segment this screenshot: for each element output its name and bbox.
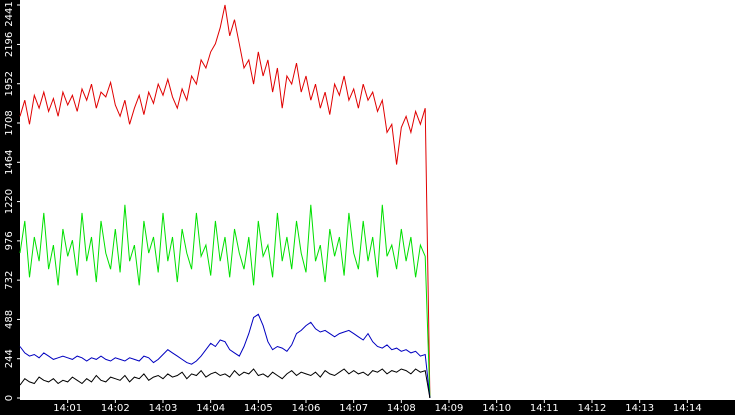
y-tick-label: 976 (4, 231, 15, 250)
x-tick-label: 14:03 (149, 403, 178, 414)
series-line (19, 313, 431, 399)
y-tick-label: 1464 (4, 150, 15, 175)
series-line (19, 368, 431, 399)
series-line (19, 204, 431, 399)
y-tick-label: 732 (4, 271, 15, 290)
x-axis-band (0, 400, 735, 415)
x-tick-label: 14:01 (53, 403, 82, 414)
x-tick-label: 14:07 (339, 403, 368, 414)
x-tick-label: 14:08 (387, 403, 416, 414)
x-tick-label: 14:14 (673, 403, 702, 414)
x-tick-label: 14:02 (101, 403, 130, 414)
y-tick-label: 2441 (4, 1, 15, 26)
x-tick-label: 14:06 (292, 403, 321, 414)
x-tick-label: 14:04 (196, 403, 225, 414)
y-tick-label: 1952 (4, 71, 15, 96)
y-tick-label: 2196 (4, 32, 15, 57)
y-tick-label: 488 (4, 310, 15, 329)
x-tick-label: 14:11 (530, 403, 559, 414)
y-tick-label: 1220 (4, 189, 15, 214)
x-tick-label: 14:05 (244, 403, 273, 414)
y-tick-label: 0 (4, 395, 15, 401)
x-tick-label: 14:12 (578, 403, 607, 414)
series-line (19, 4, 431, 399)
y-tick-label: 244 (4, 349, 15, 368)
y-axis-band (0, 0, 20, 415)
x-tick-label: 14:13 (625, 403, 654, 414)
x-tick-label: 14:10 (482, 403, 511, 414)
y-tick-label: 1708 (4, 110, 15, 135)
x-tick-label: 14:09 (435, 403, 464, 414)
